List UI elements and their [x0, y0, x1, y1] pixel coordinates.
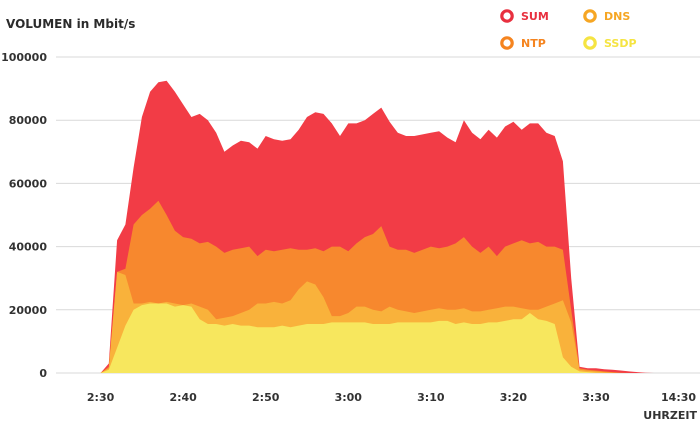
- legend-marker-icon: [583, 9, 597, 23]
- legend-label: DNS: [604, 10, 630, 23]
- legend-marker-icon: [500, 9, 514, 23]
- legend-item-dns[interactable]: DNS: [583, 9, 631, 23]
- legend-label: NTP: [521, 37, 546, 50]
- y-tick-label: 40000: [9, 241, 48, 254]
- legend: SUM NTP DNS SSDP: [500, 9, 637, 50]
- legend-item-sum[interactable]: SUM: [500, 9, 549, 23]
- legend-label: SSDP: [604, 37, 637, 50]
- y-tick-label: 60000: [9, 177, 48, 190]
- y-tick-label: 0: [39, 367, 47, 380]
- x-tick-label: 3:30: [582, 391, 610, 404]
- x-tick-label: 2:30: [87, 391, 115, 404]
- x-tick-label: 3:20: [500, 391, 528, 404]
- legend-item-ssdp[interactable]: SSDP: [583, 36, 637, 50]
- y-axis-ticks: 0 20000 40000 60000 80000 100000: [1, 51, 47, 380]
- x-axis-ticks: 2:30 2:40 2:50 3:00 3:10 3:20 3:30 14:30: [87, 391, 696, 404]
- x-tick-label: 3:00: [335, 391, 363, 404]
- y-axis-label: VOLUMEN in Mbit/s: [6, 17, 135, 31]
- legend-label: SUM: [521, 10, 549, 23]
- area-series: [100, 80, 671, 373]
- x-tick-label: 14:30: [661, 391, 696, 404]
- y-tick-label: 80000: [9, 114, 48, 127]
- x-axis-label: UHRZEIT: [643, 409, 697, 422]
- x-tick-label: 2:50: [252, 391, 280, 404]
- legend-item-ntp[interactable]: NTP: [500, 36, 546, 50]
- legend-marker-icon: [583, 36, 597, 50]
- y-tick-label: 100000: [1, 51, 47, 64]
- legend-marker-icon: [500, 36, 514, 50]
- x-tick-label: 2:40: [169, 391, 197, 404]
- area-ssdp: [100, 303, 671, 373]
- y-tick-label: 20000: [9, 304, 48, 317]
- x-tick-label: 3:10: [417, 391, 445, 404]
